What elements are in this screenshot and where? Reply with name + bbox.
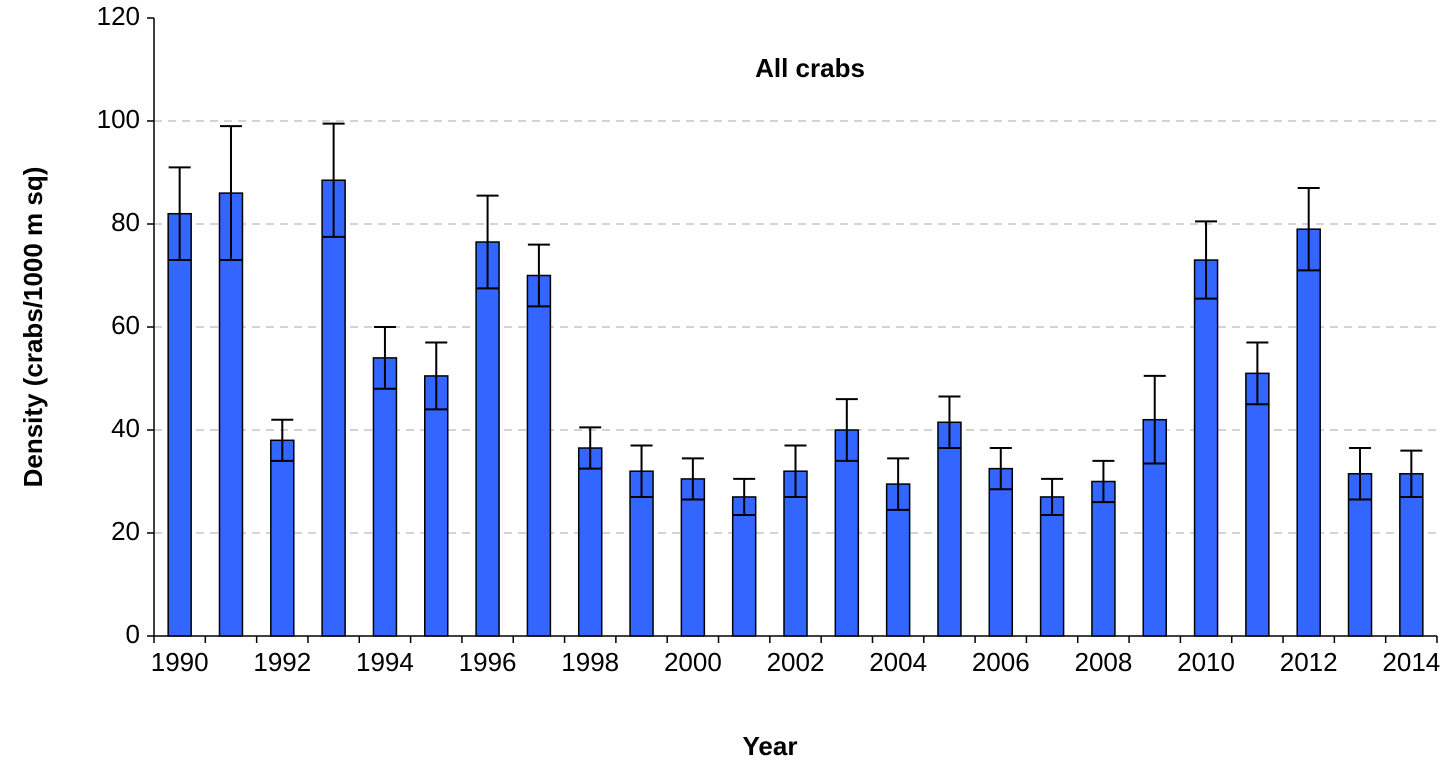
x-tick-label: 2010 — [1177, 647, 1235, 677]
error-bar — [271, 418, 294, 462]
error-bar — [887, 457, 910, 511]
error-bar — [733, 477, 756, 516]
y-tick-label: 80 — [111, 207, 140, 237]
error-bar — [989, 447, 1012, 491]
x-tick-label: 2014 — [1382, 647, 1440, 677]
error-bar — [938, 395, 961, 450]
error-bar — [1092, 459, 1115, 504]
y-tick-label: 0 — [126, 619, 140, 649]
y-tick-label: 40 — [111, 413, 140, 443]
y-tick-label: 120 — [97, 1, 140, 31]
x-tick-label: 2002 — [767, 647, 825, 677]
error-bar — [373, 326, 396, 390]
bar — [270, 439, 295, 637]
x-tick-label: 1998 — [561, 647, 619, 677]
x-tick-label: 2006 — [972, 647, 1030, 677]
x-tick-label: 2004 — [869, 647, 927, 677]
bar — [731, 496, 757, 637]
error-bar — [681, 457, 704, 501]
bar — [937, 421, 962, 637]
bar — [680, 478, 706, 637]
x-tick-label: 2008 — [1074, 647, 1132, 677]
error-bar — [1349, 447, 1372, 501]
bar — [1296, 228, 1321, 637]
x-axis-label: Year — [743, 731, 798, 761]
bar — [1193, 259, 1219, 637]
error-bar — [476, 194, 499, 290]
error-bar — [1195, 220, 1218, 300]
error-bar — [527, 243, 550, 308]
error-bar — [784, 444, 807, 498]
error-bar — [322, 122, 345, 238]
x-tick-label: 1996 — [459, 647, 517, 677]
bar — [1245, 372, 1270, 637]
error-bar — [425, 341, 448, 411]
error-bar — [1297, 186, 1320, 272]
y-tick-label: 60 — [111, 310, 140, 340]
bar — [1091, 480, 1116, 637]
x-tick-label: 1992 — [253, 647, 311, 677]
error-bar — [1143, 374, 1166, 465]
x-tick-label: 2012 — [1280, 647, 1338, 677]
y-tick-label: 20 — [111, 516, 140, 546]
bar — [372, 357, 398, 637]
bar — [1399, 473, 1424, 637]
x-tick-label: 1994 — [356, 647, 414, 677]
error-bar — [168, 166, 191, 262]
bar — [475, 241, 500, 637]
bar — [321, 179, 346, 637]
x-tick-label: 1990 — [151, 647, 209, 677]
error-bar — [1400, 449, 1423, 498]
y-axis-label: Density (crabs/1000 m sq) — [18, 167, 48, 488]
bar — [424, 375, 449, 637]
error-bar — [835, 398, 858, 462]
bar — [167, 212, 192, 637]
bar — [1039, 496, 1065, 637]
error-bar — [219, 125, 242, 262]
y-tick-label: 100 — [97, 104, 140, 134]
chart-title: All crabs — [755, 53, 865, 83]
error-bar — [630, 444, 653, 498]
bar — [988, 467, 1014, 637]
bar — [526, 274, 552, 637]
x-tick-label: 2000 — [664, 647, 722, 677]
error-bar — [1041, 477, 1064, 516]
error-bar — [1246, 341, 1269, 406]
error-bar — [579, 426, 602, 470]
bar — [577, 447, 603, 637]
